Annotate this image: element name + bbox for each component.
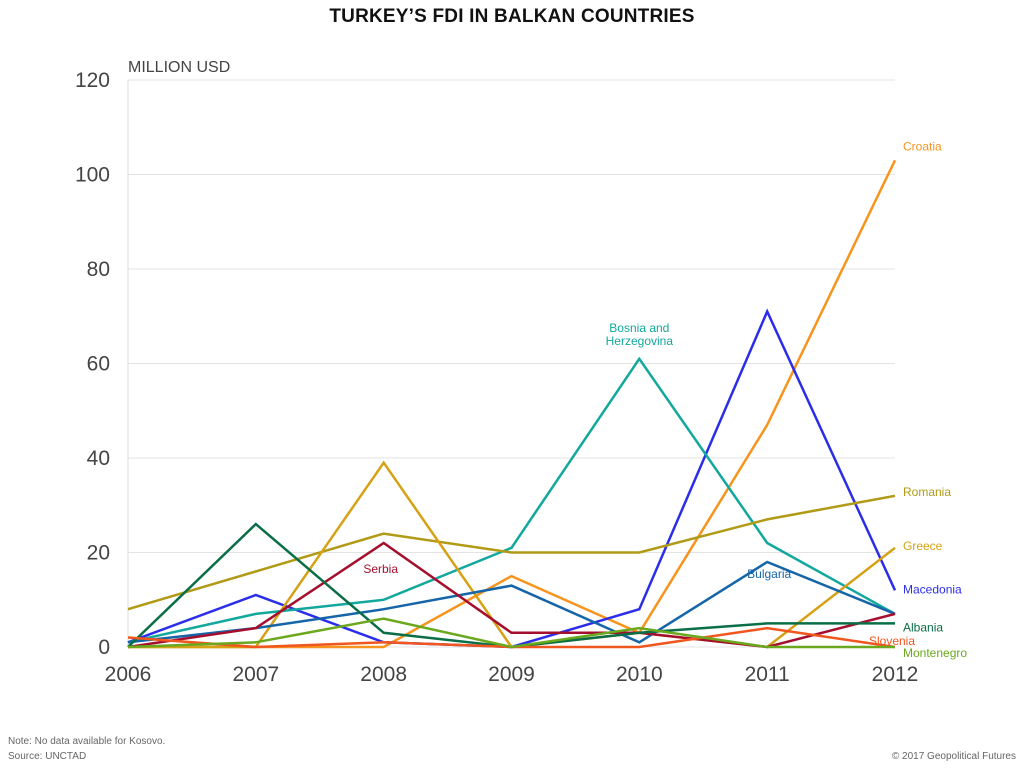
source-note: Source: UNCTAD — [8, 751, 87, 762]
y-tick-label: 0 — [98, 636, 110, 659]
y-tick-label: 40 — [87, 447, 110, 470]
x-axis: 2006 2007 2008 2009 2010 2011 2012 — [105, 663, 919, 686]
x-tick-label: 2006 — [105, 663, 152, 686]
x-tick-label: 2012 — [872, 663, 919, 686]
series-labels: Croatia Macedonia Bosnia and Herzegovina Rom… — [363, 139, 967, 660]
footnote: Note: No data available for Kosovo. — [8, 736, 166, 747]
series-label-greece: Greece — [903, 539, 943, 553]
x-tick-label: 2009 — [488, 663, 535, 686]
series-label-bulgaria: Bulgaria — [747, 567, 791, 581]
copyright-note: © 2017 Geopolitical Futures — [891, 751, 1016, 762]
series-label-montenegro: Montenegro — [903, 646, 967, 660]
series-label-macedonia: Macedonia — [903, 582, 962, 596]
chart-title: TURKEY’S FDI IN BALKAN COUNTRIES — [329, 6, 695, 27]
series-line-greece — [128, 460, 896, 649]
series-lines — [127, 159, 897, 649]
series-label-bosnia-and-herzegovina: Bosnia and Herzegovina — [606, 321, 674, 348]
series-line-romania — [127, 494, 896, 611]
series-label-romania: Romania — [903, 485, 951, 499]
series-line-bosnia-and-herzegovina — [127, 356, 896, 644]
series-line-montenegro — [127, 617, 895, 649]
series-label-slovenia: Slovenia — [869, 634, 915, 648]
gridlines — [128, 79, 895, 648]
y-tick-label: 60 — [87, 353, 110, 376]
series-label-croatia: Croatia — [903, 139, 942, 153]
y-tick-label: 100 — [75, 164, 110, 187]
y-tick-label: 20 — [87, 542, 110, 565]
x-tick-label: 2010 — [616, 663, 663, 686]
x-tick-label: 2007 — [232, 663, 279, 686]
y-axis: 0 20 40 60 80 100 120 MILLION USD — [75, 59, 230, 659]
y-axis-label: MILLION USD — [128, 59, 230, 76]
series-label-serbia: Serbia — [363, 562, 398, 576]
series-line-serbia — [127, 541, 896, 649]
series-label-albania: Albania — [903, 620, 943, 634]
x-tick-label: 2008 — [360, 663, 407, 686]
y-tick-label: 80 — [87, 258, 110, 281]
x-tick-label: 2011 — [745, 663, 790, 686]
y-tick-label: 120 — [75, 69, 110, 92]
series-line-macedonia — [127, 308, 897, 649]
